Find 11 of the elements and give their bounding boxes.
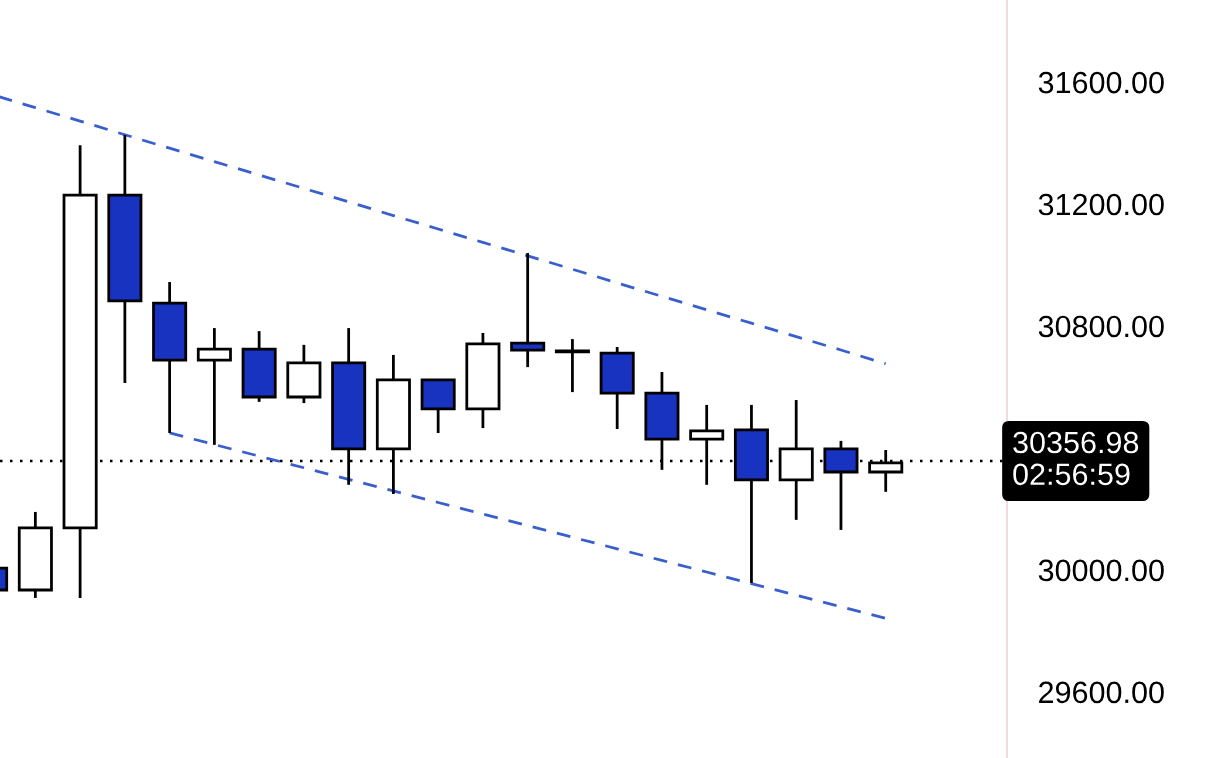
y-tick-label: 31600.00 (1038, 71, 1164, 94)
y-tick-label: 30000.00 (1038, 559, 1164, 582)
y-tick-label: 31200.00 (1038, 193, 1164, 216)
y-tick-label: 29600.00 (1039, 681, 1164, 704)
y-tick-label: 30800.00 (1038, 315, 1164, 338)
ref-line-label: 30356.98 (1013, 431, 1139, 454)
candlestick (196, 326, 232, 447)
text: 02:56:59 (1013, 463, 1130, 486)
candlestick (689, 403, 725, 487)
candlestick (510, 251, 546, 369)
line-series (168, 431, 888, 620)
